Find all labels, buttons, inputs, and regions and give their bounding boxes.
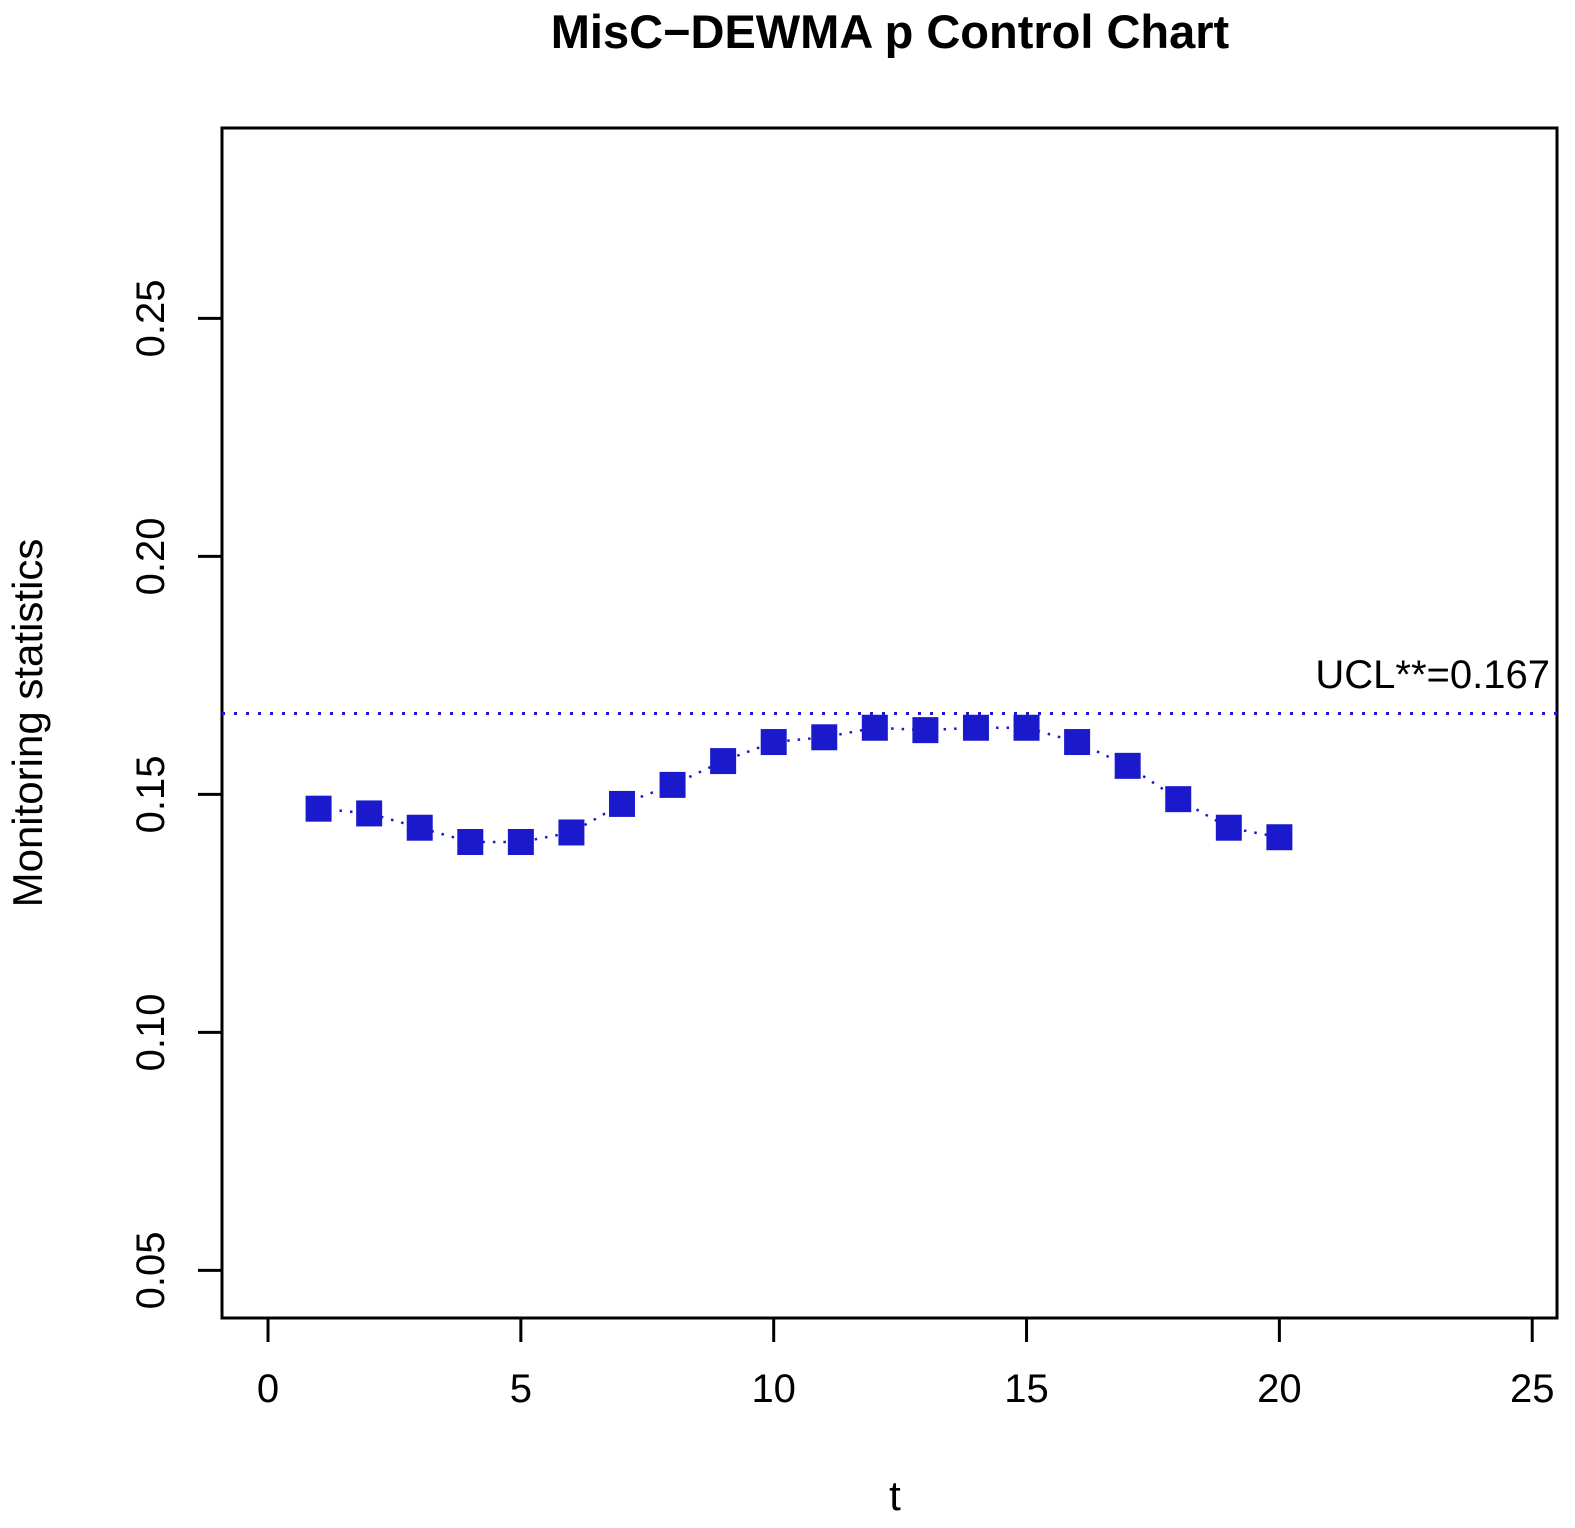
- data-point-marker: [608, 790, 635, 817]
- data-point-marker: [356, 800, 383, 827]
- x-tick-label: 15: [1004, 1367, 1049, 1411]
- y-tick-label: 0.10: [129, 993, 173, 1071]
- y-tick-label: 0.20: [129, 517, 173, 595]
- data-point-marker: [1266, 824, 1293, 851]
- data-point-marker: [1013, 714, 1040, 741]
- y-tick-label: 0.25: [129, 279, 173, 357]
- y-tick-label: 0.15: [129, 755, 173, 833]
- data-point-marker: [1114, 752, 1141, 779]
- series-line: [318, 726, 1280, 844]
- y-axis-ticks: 0.05 0.10 0.15 0.20 0.25: [129, 279, 222, 1309]
- y-axis-label: Monitoring statistics: [4, 539, 51, 908]
- y-tick-label: 0.05: [129, 1231, 173, 1309]
- x-tick-label: 25: [1510, 1367, 1555, 1411]
- x-tick-label: 0: [257, 1367, 279, 1411]
- x-axis-label: t: [889, 1472, 901, 1519]
- x-tick-label: 20: [1257, 1367, 1302, 1411]
- data-point-marker: [912, 717, 939, 744]
- x-tick-label: 10: [751, 1367, 796, 1411]
- data-point-marker: [710, 748, 737, 775]
- x-tick-label: 5: [510, 1367, 532, 1411]
- series-points: [305, 714, 1293, 855]
- data-point-marker: [457, 829, 484, 855]
- data-point-marker: [1215, 814, 1242, 841]
- series-dotted-line: [318, 726, 1280, 844]
- x-axis-ticks: 0 5 10 15 20 25: [257, 1318, 1555, 1411]
- plot-box: [220, 126, 1559, 1320]
- data-point-marker: [406, 814, 433, 841]
- data-point-marker: [558, 819, 585, 846]
- data-point-marker: [1064, 729, 1091, 756]
- data-point-marker: [305, 795, 332, 822]
- data-point-marker: [659, 771, 686, 798]
- data-point-marker: [861, 714, 888, 741]
- plot-border: [220, 126, 1559, 1320]
- data-point-marker: [507, 829, 534, 855]
- ucl-annotation: UCL**=0.167: [1315, 653, 1550, 697]
- chart-title: MisC−DEWMA p Control Chart: [551, 5, 1230, 58]
- data-point-marker: [811, 724, 838, 751]
- data-point-marker: [962, 714, 989, 741]
- data-point-marker: [1165, 786, 1192, 813]
- data-point-marker: [760, 729, 787, 756]
